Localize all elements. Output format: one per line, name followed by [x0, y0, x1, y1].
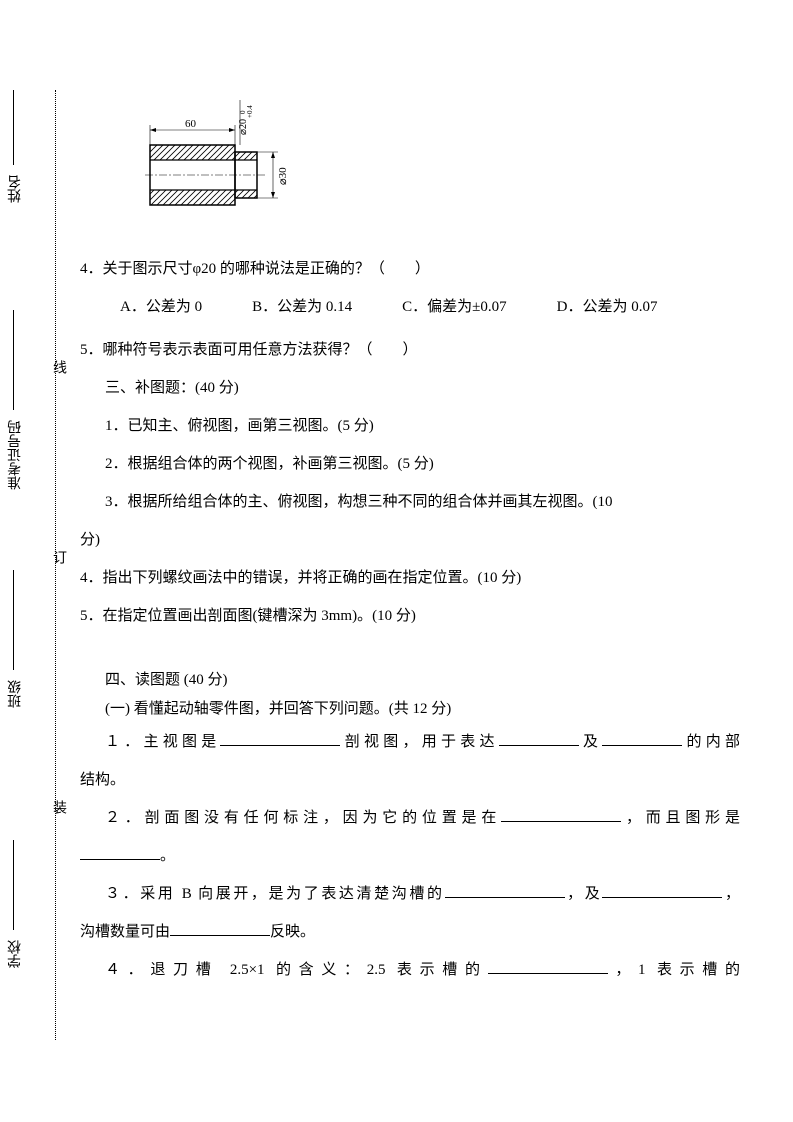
label-examno: 准考证号码: [6, 420, 26, 490]
s4-q3c: ，: [722, 886, 740, 902]
s3-item-5: 5．在指定位置画出剖面图(键槽深为 3mm)。(10 分): [80, 600, 740, 633]
fold-line: [55, 90, 56, 1040]
s4-q4: ４．退刀槽 2.5×1 的含义：2.5 表示槽的 ，1 表示槽的: [80, 954, 740, 987]
s4-q2: ２．剖面图没有任何标注，因为它的位置是在 ，而且图形是: [80, 802, 740, 835]
line-class: [13, 570, 14, 670]
s4-q3d-line: 沟槽数量可由 反映。: [80, 916, 740, 949]
s3-item-1: 1．已知主、俯视图，画第三视图。(5 分): [80, 410, 740, 443]
tol-lower: 0: [239, 110, 247, 114]
section-4-sub: (一) 看懂起动轴零件图，并回答下列问题。(共 12 分): [80, 697, 740, 721]
s4-q1c: 及: [579, 734, 603, 750]
s4-q3a: ３．采用 B 向展开，是为了表达清楚沟槽的: [80, 886, 445, 902]
s4-q1a: １．主视图是: [80, 734, 220, 750]
blank: [80, 845, 160, 860]
s4-q4a: ４．退刀槽 2.5×1 的含义：2.5 表示槽的: [80, 962, 488, 978]
line-examno: [13, 310, 14, 410]
dim-30: ⌀30: [277, 167, 289, 185]
s3-item-4: 4．指出下列螺纹画法中的错误，并将正确的画在指定位置。(10 分): [80, 562, 740, 595]
label-class: 班级: [6, 680, 26, 708]
blank: [499, 731, 579, 746]
blank: [602, 731, 682, 746]
s3-item-3b: 分): [80, 524, 740, 557]
mark-ding: 订: [48, 550, 68, 564]
s4-q3b: ，及: [565, 886, 603, 902]
s4-q1b: 剖视图，用于表达: [340, 734, 498, 750]
technical-drawing: 60 ⌀20 +0.4 0 ⌀30: [140, 90, 740, 233]
s4-q1e: 结构。: [80, 764, 740, 797]
line-name: [13, 90, 14, 165]
s4-q1: １．主视图是 剖视图，用于表达 及 的内部: [80, 726, 740, 759]
opt-a: A．公差为 0: [120, 291, 202, 324]
question-4: 4．关于图示尺寸φ20 的哪种说法是正确的？（ ）: [80, 253, 740, 286]
mark-zhuang: 装: [48, 800, 68, 814]
s4-q3e: 反映。: [270, 924, 315, 940]
line-school: [13, 840, 14, 930]
question-5: 5．哪种符号表示表面可用任意方法获得？（ ）: [80, 334, 740, 367]
s4-q4b: ，1 表示槽的: [608, 962, 740, 978]
tol-upper: +0.4: [246, 105, 254, 118]
s4-q3: ３．采用 B 向展开，是为了表达清楚沟槽的 ，及 ，: [80, 878, 740, 911]
blank: [501, 807, 621, 822]
s3-item-3: 3．根据所给组合体的主、俯视图，构想三种不同的组合体并画其左视图。(10: [80, 486, 740, 519]
blank: [170, 921, 270, 936]
s4-q2c: 。: [80, 840, 740, 873]
blank: [602, 883, 722, 898]
s4-q2c-text: 。: [160, 848, 175, 864]
label-name: 姓名: [6, 175, 26, 203]
s4-q2b: ，而且图形是: [621, 810, 740, 826]
question-4-options: A．公差为 0 B．公差为 0.14 C．偏差为±0.07 D．公差为 0.07: [80, 291, 740, 324]
blank: [220, 731, 340, 746]
main-content: 60 ⌀20 +0.4 0 ⌀30 4．关于图示尺寸φ20 的哪种说法是正确的？…: [80, 90, 740, 992]
opt-b: B．公差为 0.14: [252, 291, 352, 324]
blank: [445, 883, 565, 898]
dim-60: 60: [185, 118, 197, 130]
section-3-title: 三、补图题：(40 分): [80, 372, 740, 405]
s4-q3d: 沟槽数量可由: [80, 924, 170, 940]
section-4-title: 四、读图题 (40 分): [80, 668, 740, 692]
exam-sidebar: 学校 班级 准考证号码 姓名 装 订 线: [0, 0, 60, 1122]
label-school: 学校: [6, 940, 26, 968]
blank: [488, 959, 608, 974]
opt-d: D．公差为 0.07: [557, 291, 658, 324]
s4-q2a: ２．剖面图没有任何标注，因为它的位置是在: [80, 810, 501, 826]
s4-q1d: 的内部: [682, 734, 740, 750]
s3-item-2: 2．根据组合体的两个视图，补画第三视图。(5 分): [80, 448, 740, 481]
mark-xian: 线: [48, 360, 68, 374]
opt-c: C．偏差为±0.07: [402, 291, 507, 324]
dim-20: ⌀20: [238, 119, 249, 135]
